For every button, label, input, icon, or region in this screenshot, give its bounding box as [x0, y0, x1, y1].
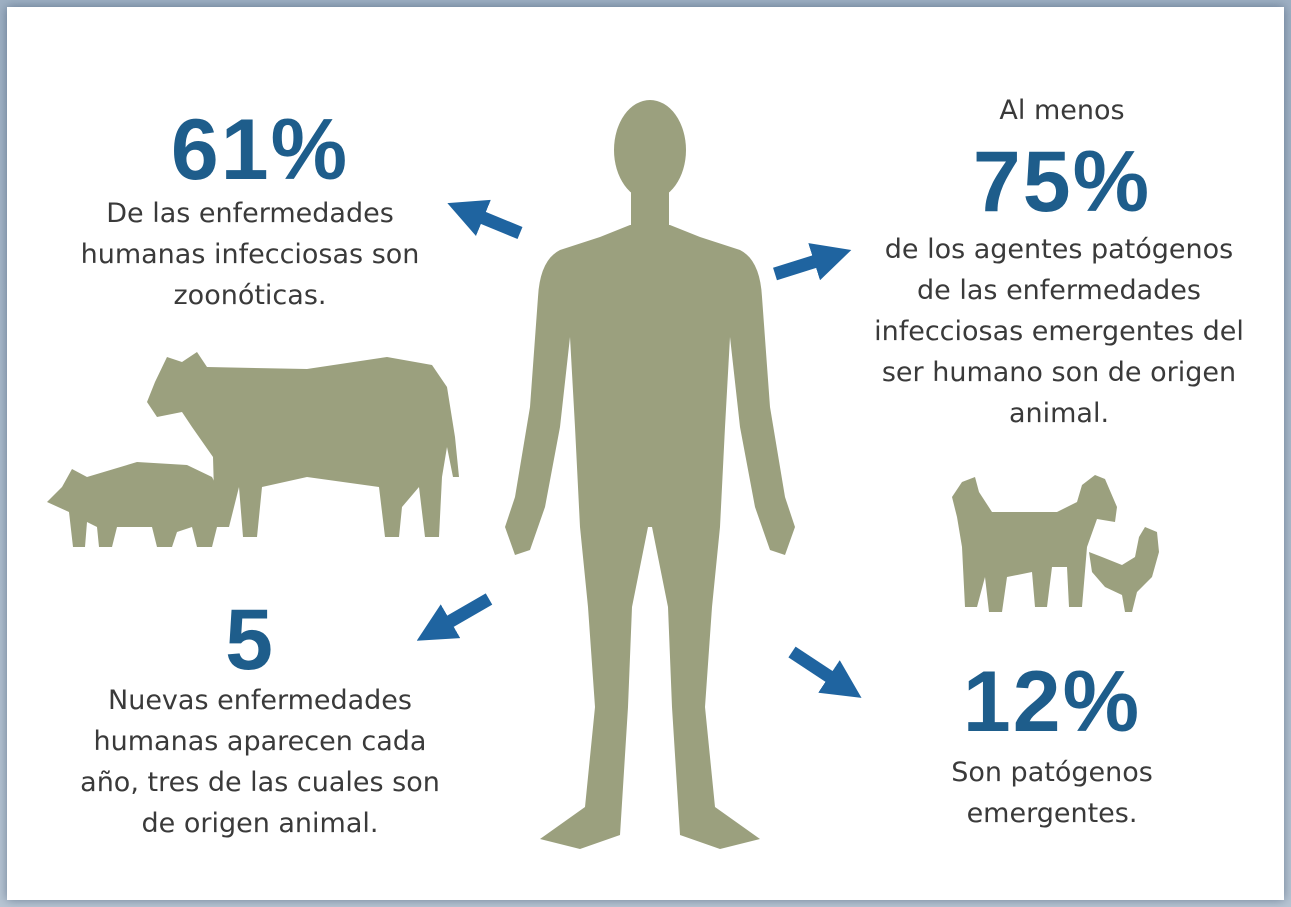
text-line: infecciosas emergentes del — [874, 311, 1244, 352]
stat-figure: 12% — [963, 659, 1141, 745]
text-line: de origen animal. — [80, 803, 440, 844]
text-line: humanas aparecen cada — [80, 721, 440, 762]
arrow — [775, 257, 829, 274]
text-line: ser humano son de origen — [874, 352, 1244, 393]
text-line: de las enfermedades — [874, 270, 1244, 311]
stat-text: de los agentes patógenos de las enfermed… — [874, 229, 1244, 434]
page: 61% De las enfermedades humanas infeccio… — [0, 0, 1291, 907]
stat-figure: 75% — [973, 139, 1151, 225]
text-line: humanas infecciosas son — [81, 234, 420, 275]
human-body — [505, 225, 795, 849]
text-line: animal. — [874, 393, 1244, 434]
text-line: de los agentes patógenos — [874, 229, 1244, 270]
arrow — [469, 212, 520, 233]
arrow — [792, 652, 842, 685]
text-line: emergentes. — [951, 793, 1153, 834]
infographic: 61% De las enfermedades humanas infeccio… — [7, 7, 1284, 900]
text-line: año, tres de las cuales son — [80, 762, 440, 803]
chicken — [1089, 527, 1159, 612]
text-line: Nuevas enfermedades — [80, 680, 440, 721]
arrow — [437, 599, 489, 629]
text-line: De las enfermedades — [81, 193, 420, 234]
stat-intro: Al menos — [999, 95, 1124, 127]
text-line: zoonóticas. — [81, 275, 420, 316]
stat-text: Nuevas enfermedades humanas aparecen cad… — [80, 680, 440, 844]
stat-text: Son patógenos emergentes. — [951, 752, 1153, 834]
stat-figure: 5 — [225, 597, 275, 683]
stat-text: De las enfermedades humanas infecciosas … — [81, 193, 420, 316]
stat-figure: 61% — [171, 107, 349, 193]
goat — [952, 475, 1117, 612]
pig — [47, 462, 222, 547]
text-line: Son patógenos — [951, 752, 1153, 793]
human-head — [614, 100, 686, 200]
